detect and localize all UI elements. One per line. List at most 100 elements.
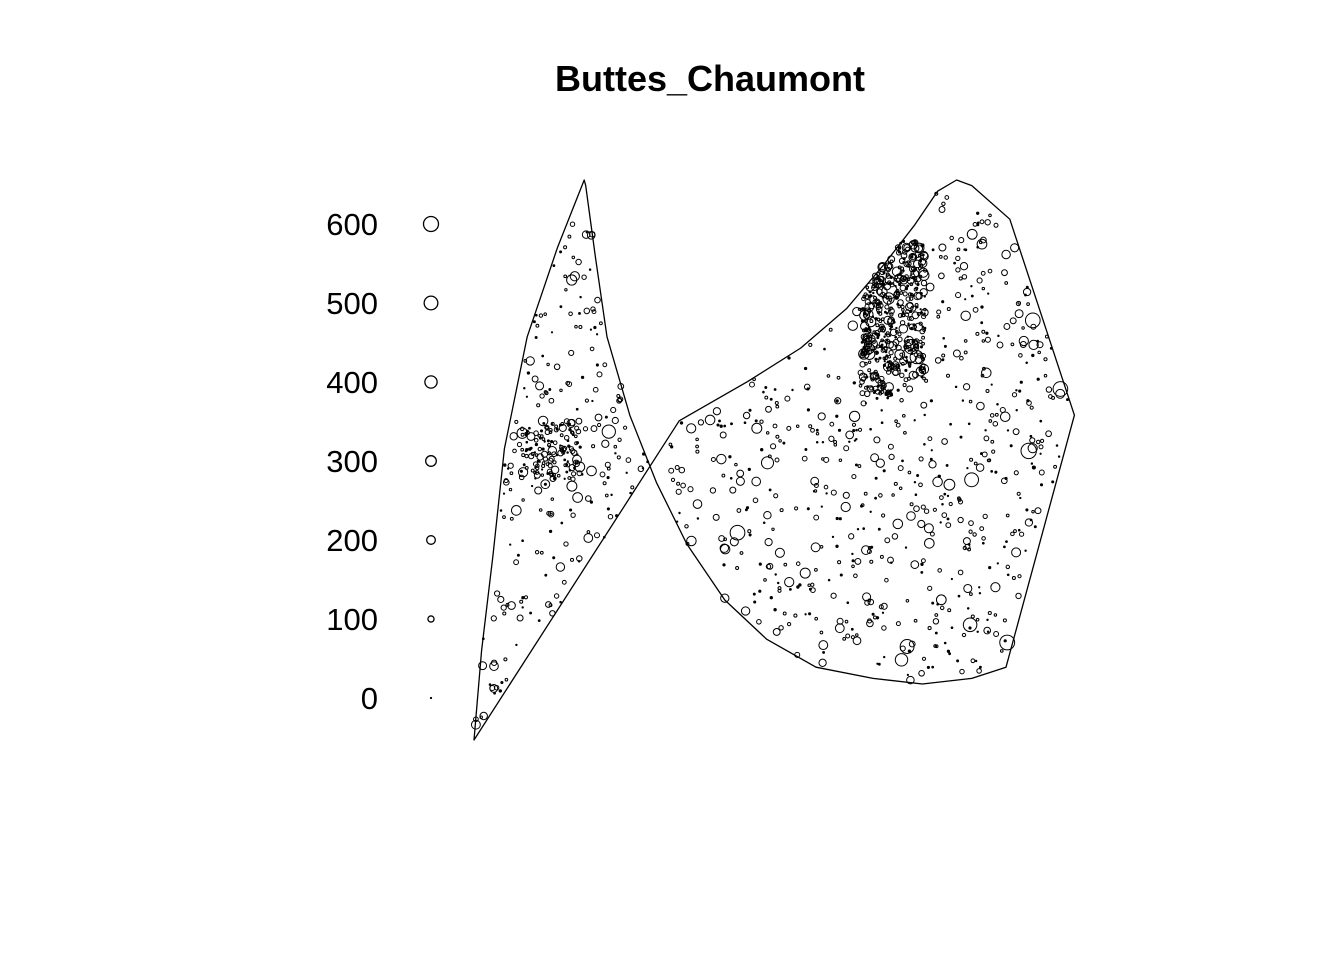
tree-point (553, 593, 560, 599)
tree-point (820, 505, 823, 508)
tree-point (602, 535, 606, 539)
tree-point (549, 610, 556, 617)
tree-point (867, 368, 872, 373)
tree-point (1051, 480, 1055, 484)
tree-point (880, 338, 885, 343)
tree-point (734, 462, 738, 467)
tree-point (502, 478, 510, 486)
tree-point (894, 419, 898, 424)
tree-point (935, 594, 947, 606)
tree-point (883, 335, 886, 338)
tree-point (1004, 281, 1009, 285)
tree-point (1024, 312, 1041, 329)
tree-point (889, 306, 894, 311)
tree-point (968, 520, 974, 526)
tree-point (867, 598, 872, 602)
tree-point (886, 318, 895, 326)
tree-point (905, 296, 911, 302)
tree-point (875, 351, 879, 355)
tree-point (864, 307, 872, 315)
tree-point (779, 508, 784, 513)
tree-point (565, 380, 571, 386)
tree-point (919, 308, 922, 311)
tree-point (846, 601, 850, 605)
tree-point (840, 501, 851, 513)
tree-point (964, 248, 968, 252)
tree-point (902, 383, 907, 388)
tree-point (860, 376, 866, 382)
tree-point (923, 523, 934, 534)
tree-point (906, 376, 911, 381)
tree-point (970, 614, 975, 619)
tree-point (879, 282, 882, 286)
tree-point (978, 586, 981, 589)
tree-point (882, 469, 886, 473)
tree-point (938, 206, 946, 213)
tree-point (712, 407, 722, 416)
tree-point (869, 559, 874, 564)
tree-point (604, 493, 609, 498)
tree-point (909, 265, 916, 273)
tree-point (772, 627, 781, 636)
tree-point (851, 552, 854, 556)
tree-point (847, 320, 859, 331)
tree-point (591, 309, 597, 315)
tree-point (878, 262, 887, 271)
tree-point (906, 263, 911, 268)
tree-point (502, 492, 506, 495)
tree-point (559, 423, 562, 427)
tree-point (598, 321, 603, 326)
tree-point (754, 419, 758, 423)
tree-point (561, 579, 567, 585)
tree-point (838, 517, 842, 521)
tree-point (543, 312, 547, 316)
tree-point (1031, 465, 1036, 470)
tree-point (540, 468, 544, 471)
tree-point (553, 427, 559, 433)
tree-point (550, 422, 554, 426)
tree-point (721, 473, 726, 478)
tree-point (957, 499, 964, 505)
tree-point (543, 390, 548, 394)
tree-point (898, 324, 909, 334)
tree-point (1037, 350, 1041, 355)
tree-point (774, 457, 780, 463)
tree-point (909, 296, 914, 301)
tree-point (896, 336, 903, 343)
tree-point (569, 221, 576, 227)
tree-point (575, 258, 582, 266)
tree-point (574, 324, 578, 329)
tree-point (937, 474, 941, 478)
tree-point (908, 640, 916, 648)
tree-point (743, 421, 747, 425)
tree-point (504, 677, 509, 682)
tree-point (769, 397, 773, 401)
tree-point (784, 576, 795, 588)
tree-point (576, 555, 583, 562)
tree-point (545, 425, 549, 430)
tree-point (752, 497, 759, 504)
tree-point (1014, 309, 1024, 319)
tree-point (943, 255, 948, 260)
tree-point (503, 657, 508, 662)
tree-point (881, 329, 886, 333)
tree-point (541, 437, 546, 441)
tree-point (823, 456, 830, 463)
tree-point (823, 347, 826, 351)
tree-point (874, 298, 881, 305)
tree-point (885, 311, 889, 315)
tree-point (875, 373, 880, 377)
tree-point (1010, 531, 1015, 537)
tree-point (1043, 357, 1048, 362)
tree-point (901, 413, 906, 418)
tree-point (880, 343, 884, 347)
tree-point (867, 360, 872, 364)
tree-point (617, 437, 622, 442)
tree-point (887, 307, 895, 315)
tree-point (758, 562, 762, 566)
tree-point (920, 570, 924, 574)
tree-point (906, 260, 911, 264)
tree-point (1018, 531, 1025, 537)
tree-point (718, 419, 721, 423)
